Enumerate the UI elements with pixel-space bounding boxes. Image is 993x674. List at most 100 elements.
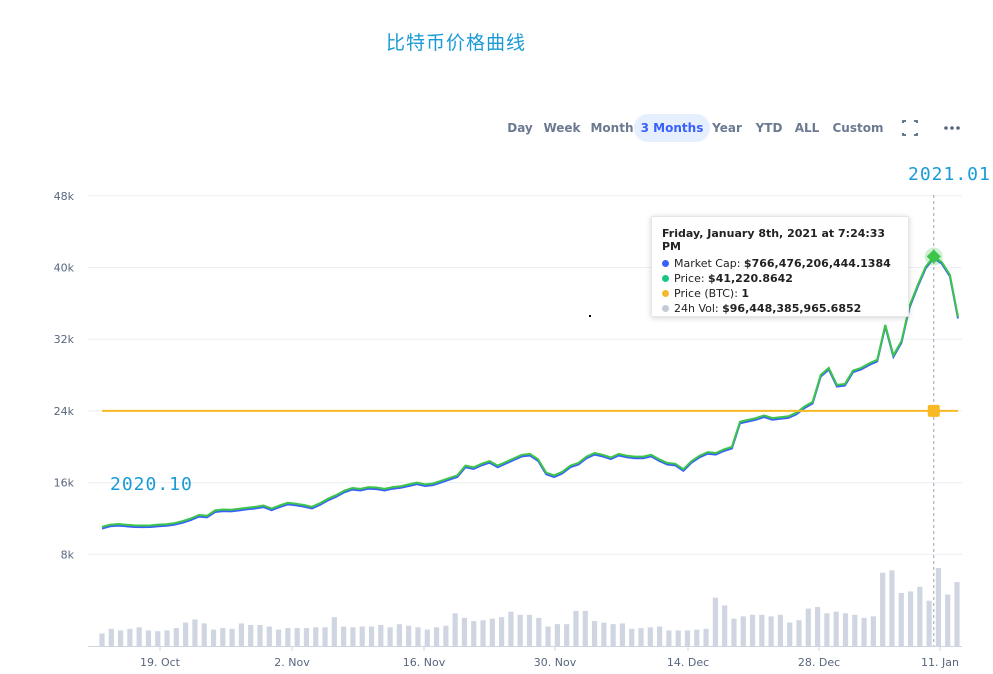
volume-bar xyxy=(406,625,412,646)
tooltip-value: $96,448,385,965.6852 xyxy=(722,302,862,315)
volume-bar xyxy=(155,631,161,646)
volume-bar xyxy=(842,613,849,646)
legend-dot-icon xyxy=(662,290,669,297)
volume-bar xyxy=(275,629,282,646)
volume-bar xyxy=(424,629,430,646)
volume-bar xyxy=(917,586,923,646)
range-button-day[interactable]: Day xyxy=(507,121,533,135)
volume-bar xyxy=(582,610,588,646)
volume-bar xyxy=(601,622,607,646)
volume-bar xyxy=(675,630,681,646)
volume-bar xyxy=(350,627,356,646)
volume-bar xyxy=(257,624,263,646)
volume-bar xyxy=(164,630,170,646)
y-tick-label: 16k xyxy=(54,477,75,490)
volume-bar xyxy=(415,627,421,646)
volume-bar xyxy=(610,624,616,646)
y-tick-label: 40k xyxy=(54,262,75,275)
volume-bar xyxy=(898,592,904,646)
volume-bar xyxy=(452,613,458,646)
annotation-end: 2021.01 xyxy=(908,164,991,185)
volume-bar xyxy=(461,617,468,646)
volume-bar xyxy=(238,623,245,646)
tooltip-row: Market Cap: $766,476,206,444.1384 xyxy=(662,256,898,271)
tooltip-label: Price (BTC): xyxy=(674,287,742,300)
volume-bar xyxy=(248,624,254,646)
volume-bar xyxy=(508,611,514,646)
tooltip-row: Price: $41,220.8642 xyxy=(662,271,898,286)
fullscreen-button[interactable] xyxy=(898,114,922,142)
volume-bar xyxy=(647,627,653,646)
x-tick-label: 14. Dec xyxy=(667,656,709,669)
volume-bar xyxy=(192,619,198,646)
volume-bar xyxy=(777,614,784,646)
volume-bar xyxy=(796,620,802,646)
volume-bar xyxy=(229,628,235,646)
volume-bar xyxy=(517,614,523,646)
range-button-year[interactable]: Year xyxy=(712,121,742,135)
volume-bar xyxy=(703,628,709,646)
volume-bar xyxy=(889,570,895,646)
y-tick-label: 32k xyxy=(54,333,75,346)
tooltip-row: 24h Vol: $96,448,385,965.6852 xyxy=(662,301,898,316)
page-title: 比特币价格曲线 xyxy=(386,32,527,54)
volume-bar xyxy=(926,600,932,646)
volume-bar xyxy=(433,627,440,646)
more-options-button[interactable] xyxy=(940,114,964,142)
volume-bar xyxy=(768,616,774,646)
tooltip-value: 1 xyxy=(741,287,750,300)
x-tick-label: 16. Nov xyxy=(403,656,446,669)
x-tick-label: 11. Jan xyxy=(921,656,959,669)
volume-bar xyxy=(591,621,598,646)
range-button-ytd[interactable]: YTD xyxy=(755,121,783,135)
volume-bar xyxy=(694,629,700,646)
volume-bar xyxy=(313,627,319,646)
volume-bar xyxy=(954,582,960,646)
tooltip-value: $41,220.8642 xyxy=(708,272,793,285)
range-button-week[interactable]: Week xyxy=(543,121,581,135)
tooltip-label: Price: xyxy=(674,272,709,285)
range-button-custom[interactable]: Custom xyxy=(832,121,884,135)
tooltip-row: Price (BTC): 1 xyxy=(662,286,898,301)
volume-bar xyxy=(183,622,189,646)
volume-bar xyxy=(220,628,226,646)
volume-bar xyxy=(824,613,830,646)
x-tick-label: 30. Nov xyxy=(534,656,577,669)
volume-bar xyxy=(619,623,626,646)
volume-bar xyxy=(322,627,328,646)
range-button-all[interactable]: ALL xyxy=(794,121,820,135)
volume-bar xyxy=(749,614,756,646)
volume-bar xyxy=(759,614,765,646)
volume-bar xyxy=(554,624,560,646)
volume-bar xyxy=(638,628,644,646)
chart-tooltip: Friday, January 8th, 2021 at 7:24:33 PM … xyxy=(651,216,909,317)
volume-bar xyxy=(368,626,375,646)
range-button-month[interactable]: Month xyxy=(590,121,634,135)
tooltip-label: Market Cap: xyxy=(674,257,744,270)
volume-bar xyxy=(935,568,942,646)
y-tick-label: 24k xyxy=(54,405,75,418)
volume-bar xyxy=(136,627,142,646)
volume-bar xyxy=(331,617,337,646)
volume-bar xyxy=(740,616,746,646)
y-tick-label: 48k xyxy=(54,190,75,203)
price-marker xyxy=(926,249,941,264)
volume-bar xyxy=(359,626,365,646)
range-button-3-months[interactable]: 3 Months xyxy=(634,114,710,142)
volume-bar xyxy=(387,627,393,646)
volume-bar xyxy=(573,610,579,646)
volume-bar xyxy=(173,628,179,646)
volume-bar xyxy=(814,607,821,646)
volume-bar xyxy=(489,618,495,646)
volume-bar xyxy=(852,614,858,646)
more-options-icon xyxy=(944,126,960,130)
tooltip-value: $766,476,206,444.1384 xyxy=(743,257,891,270)
volume-bar xyxy=(341,626,347,646)
x-tick-label: 19. Oct xyxy=(140,656,181,669)
volume-bar xyxy=(805,608,811,646)
volume-bar xyxy=(303,628,310,646)
volume-bar xyxy=(536,617,542,646)
volume-bar xyxy=(266,626,272,646)
price-line xyxy=(101,255,959,528)
